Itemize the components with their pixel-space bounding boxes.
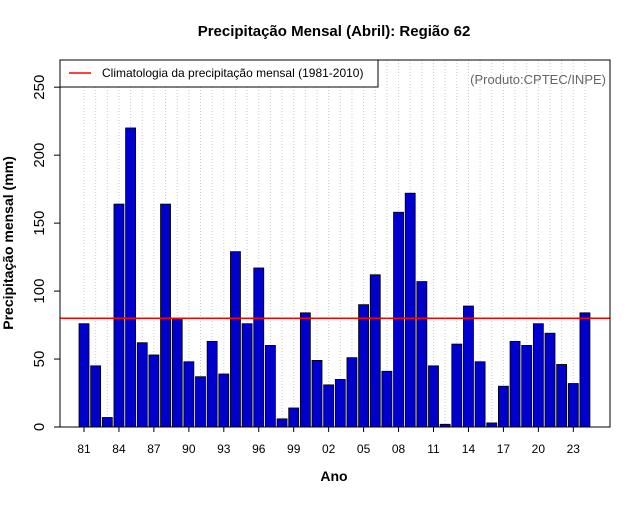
y-tick-label: 250 — [31, 75, 48, 100]
x-axis-label: Ano — [320, 468, 347, 484]
bar-1988 — [160, 203, 171, 428]
bar-1995 — [241, 323, 253, 428]
chart-title: Precipitação Mensal (Abril): Região 62 — [198, 23, 471, 40]
bar-2006 — [369, 274, 381, 428]
bar-2001 — [311, 359, 323, 428]
legend-box — [59, 59, 379, 88]
bar-2000 — [299, 312, 311, 428]
y-tick-label: 200 — [31, 143, 48, 168]
y-axis-label: Precipitação mensal (mm) — [0, 156, 16, 330]
bar-1985 — [125, 127, 136, 428]
x-tick-label: 17 — [497, 442, 511, 456]
credit-text: (Produto:CPTEC/INPE) — [470, 72, 606, 87]
bar-2010 — [416, 281, 428, 428]
bar-2004 — [346, 357, 358, 428]
x-tick-label: 99 — [287, 442, 301, 456]
bar-2011 — [428, 365, 439, 428]
bar-1997 — [264, 345, 276, 428]
legend-label: Climatologia da precipitação mensal (198… — [102, 66, 363, 80]
x-tick-label: 20 — [532, 442, 546, 456]
x-tick-label: 87 — [147, 442, 161, 456]
bar-2003 — [334, 379, 346, 428]
bar-1994 — [230, 251, 241, 428]
bar-1989 — [171, 317, 183, 428]
bar-2007 — [381, 370, 393, 428]
x-tick-label: 93 — [217, 442, 231, 456]
bar-1982 — [90, 365, 102, 428]
bars-group — [78, 127, 591, 428]
bar-2014 — [463, 305, 474, 428]
bar-1993 — [218, 373, 230, 428]
x-tick-label: 11 — [427, 442, 440, 456]
x-tick-label: 23 — [567, 442, 581, 456]
bar-1996 — [253, 267, 265, 428]
bar-2008 — [393, 211, 404, 428]
x-tick-label: 05 — [357, 442, 371, 456]
bar-1999 — [288, 407, 300, 428]
bar-1987 — [148, 354, 160, 428]
bar-2017 — [497, 385, 509, 428]
legend: Climatologia da precipitação mensal (198… — [59, 59, 379, 88]
bar-2020 — [532, 323, 544, 428]
y-tick-label: 50 — [31, 351, 48, 368]
bar-1983 — [101, 417, 113, 428]
bar-2023 — [567, 383, 579, 428]
x-axis: 81 84 87 90 93 96 99 02 05 08 11 14 17 20 23 — [77, 427, 580, 456]
bar-2024 — [579, 312, 591, 428]
y-axis: 0 50 100 150 200 250 — [31, 75, 60, 431]
bar-1998 — [276, 418, 288, 428]
bar-1984 — [113, 203, 125, 428]
x-tick-label: 96 — [252, 442, 266, 456]
bar-2019 — [521, 345, 533, 428]
x-tick-label: 14 — [462, 442, 476, 456]
bar-1986 — [136, 342, 148, 428]
x-tick-label: 90 — [182, 442, 196, 456]
bar-2022 — [556, 364, 568, 428]
bar-2016 — [486, 422, 498, 428]
bar-2021 — [544, 332, 556, 428]
bar-1990 — [183, 361, 195, 428]
bar-2018 — [509, 340, 521, 428]
bar-1981 — [78, 323, 90, 428]
bar-1992 — [206, 340, 218, 428]
x-tick-label: 08 — [392, 442, 406, 456]
bar-2005 — [358, 304, 370, 428]
bar-2002 — [323, 384, 335, 428]
x-tick-label: 02 — [322, 442, 336, 456]
y-tick-label: 0 — [31, 423, 48, 431]
x-tick-label: 81 — [77, 442, 91, 456]
bar-2009 — [404, 192, 416, 428]
y-tick-label: 100 — [31, 279, 48, 304]
bar-2015 — [474, 361, 486, 428]
bar-1991 — [195, 376, 206, 428]
bar-2013 — [451, 343, 463, 428]
x-tick-label: 84 — [112, 442, 126, 456]
y-tick-label: 150 — [31, 211, 48, 236]
